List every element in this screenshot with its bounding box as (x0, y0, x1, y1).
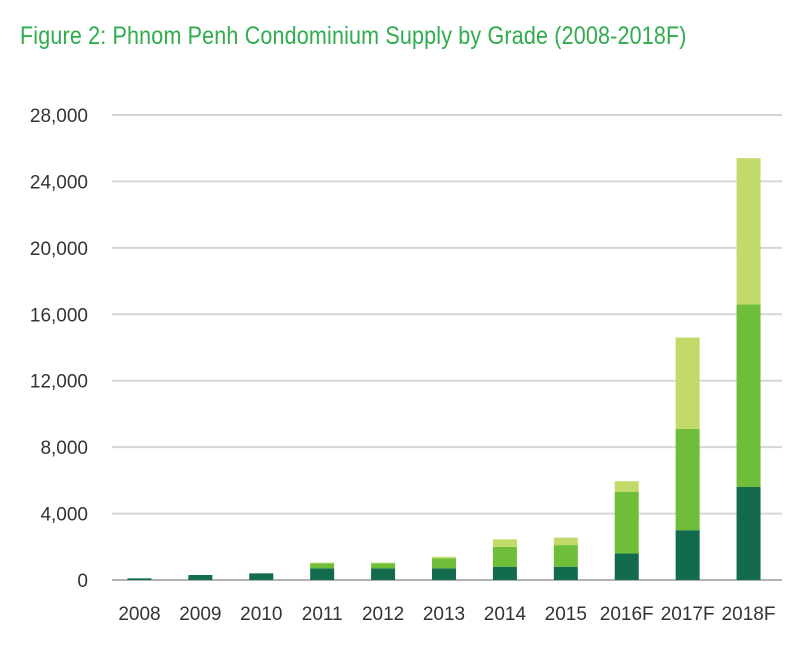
y-tick-label: 24,000 (30, 172, 88, 193)
bar-segment (492, 546, 517, 567)
bar-segment (432, 558, 456, 569)
x-tick-label: 2011 (302, 604, 343, 625)
bar-segment (675, 530, 700, 580)
bar-segment (492, 539, 517, 547)
bar-segment (492, 566, 517, 580)
bar-segment (736, 158, 761, 305)
bar-segment (553, 545, 578, 567)
bar-segment (736, 304, 761, 487)
bar-segment (310, 568, 335, 580)
chart-title: Figure 2: Phnom Penh Condominium Supply … (20, 22, 687, 50)
y-tick-label: 12,000 (30, 372, 88, 393)
bar-segment (553, 566, 578, 580)
bar-segment (736, 487, 761, 580)
x-tick-label: 2009 (179, 604, 221, 625)
y-tick-label: 20,000 (30, 239, 88, 260)
x-tick-label: 2008 (118, 604, 160, 625)
x-tick-label: 2016F (600, 604, 654, 625)
y-tick-label: 0 (77, 571, 88, 592)
y-tick-label: 8,000 (40, 438, 88, 459)
x-tick-label: 2013 (423, 604, 465, 625)
bars (127, 158, 761, 580)
bar-segment (675, 428, 700, 531)
x-tick-label: 2012 (362, 604, 404, 625)
bar-segment (432, 556, 456, 559)
bar-segment (310, 562, 335, 564)
bar-segment (614, 491, 639, 554)
y-tick-label: 28,000 (30, 106, 88, 127)
y-tick-label: 16,000 (30, 305, 88, 326)
bar-segment (675, 337, 700, 429)
x-tick-label: 2018F (722, 604, 776, 625)
bar-segment (371, 563, 396, 569)
bar-segment (614, 553, 639, 580)
x-tick-label: 2010 (240, 604, 282, 625)
x-axis-ticks: 2008 2009 2010 2011 2012 2013 2014 2015 2016F 201… (118, 604, 775, 625)
bar-segment (614, 481, 639, 492)
y-axis-ticks: 0 4,000 8,000 12,000 16,000 20,000 24,000 28,00… (30, 106, 88, 592)
y-tick-label: 4,000 (40, 505, 88, 526)
bar-segment (371, 562, 396, 564)
gridlines (112, 114, 782, 581)
bar-segment (371, 568, 396, 580)
bar-segment (249, 573, 274, 580)
bar-segment (432, 568, 456, 580)
x-tick-label: 2015 (545, 604, 587, 625)
bar-segment (310, 563, 335, 569)
bar-segment (553, 537, 578, 546)
bar-segment (127, 578, 152, 580)
x-tick-label: 2014 (484, 604, 527, 625)
x-tick-label: 2017F (661, 604, 715, 625)
bar-segment (188, 575, 213, 580)
